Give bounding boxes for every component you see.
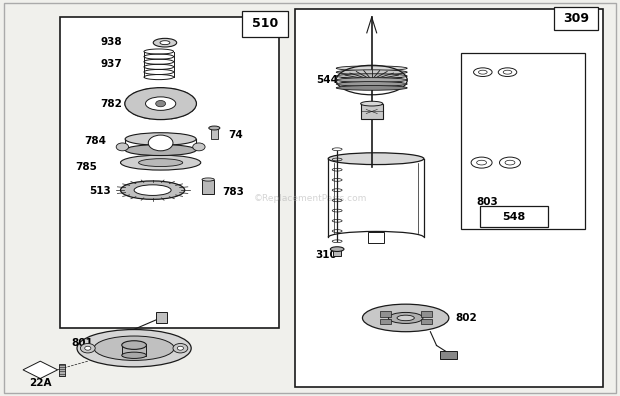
Polygon shape: [167, 112, 177, 119]
Bar: [379, 311, 391, 317]
Bar: [60, 364, 65, 376]
Polygon shape: [133, 91, 147, 97]
Ellipse shape: [202, 178, 215, 181]
Circle shape: [85, 346, 91, 350]
Circle shape: [193, 143, 205, 151]
Bar: [122, 344, 146, 356]
Polygon shape: [144, 88, 154, 95]
Ellipse shape: [336, 74, 407, 78]
Text: 937: 937: [100, 59, 122, 69]
Bar: [368, 232, 384, 243]
Polygon shape: [167, 88, 177, 95]
Polygon shape: [157, 113, 164, 120]
Text: 74: 74: [229, 130, 243, 140]
Polygon shape: [125, 102, 139, 105]
Ellipse shape: [336, 78, 407, 82]
Ellipse shape: [153, 38, 177, 47]
Bar: [211, 128, 218, 139]
Bar: [379, 319, 391, 324]
Text: 544: 544: [316, 75, 338, 85]
Text: ©ReplacementParts.com: ©ReplacementParts.com: [254, 194, 366, 202]
Ellipse shape: [336, 66, 407, 70]
Ellipse shape: [120, 181, 185, 199]
Text: 801: 801: [71, 339, 93, 348]
Text: 803: 803: [477, 197, 498, 207]
Circle shape: [156, 101, 166, 107]
Text: 310: 310: [315, 250, 337, 260]
Bar: [202, 179, 215, 194]
Circle shape: [81, 343, 95, 353]
Bar: [461, 53, 585, 229]
Ellipse shape: [138, 159, 183, 167]
Ellipse shape: [125, 145, 196, 156]
Polygon shape: [182, 102, 197, 105]
Bar: [156, 312, 167, 323]
Text: 938: 938: [100, 37, 122, 47]
Text: 782: 782: [100, 99, 122, 109]
Polygon shape: [133, 110, 147, 116]
Text: 309: 309: [563, 12, 589, 25]
Ellipse shape: [363, 304, 449, 332]
Bar: [60, 17, 279, 328]
Ellipse shape: [209, 126, 220, 130]
Bar: [440, 350, 457, 359]
Bar: [554, 7, 598, 30]
Ellipse shape: [336, 86, 407, 90]
Bar: [294, 9, 603, 387]
Ellipse shape: [146, 97, 175, 110]
Ellipse shape: [122, 352, 146, 358]
Ellipse shape: [397, 315, 414, 321]
Ellipse shape: [336, 82, 407, 86]
Bar: [361, 104, 383, 119]
Polygon shape: [23, 361, 58, 379]
Ellipse shape: [77, 329, 191, 367]
Text: 784: 784: [84, 136, 106, 146]
Circle shape: [177, 346, 184, 350]
Polygon shape: [126, 96, 141, 101]
Polygon shape: [126, 107, 141, 111]
Ellipse shape: [94, 336, 174, 360]
Text: 510: 510: [252, 17, 278, 30]
Ellipse shape: [134, 185, 171, 196]
Ellipse shape: [388, 312, 423, 324]
Polygon shape: [180, 107, 195, 111]
Ellipse shape: [361, 101, 383, 106]
Ellipse shape: [122, 341, 146, 349]
Circle shape: [148, 135, 173, 151]
Text: 22A: 22A: [29, 378, 51, 388]
Polygon shape: [180, 96, 195, 101]
Polygon shape: [144, 112, 154, 119]
Ellipse shape: [160, 41, 170, 45]
Ellipse shape: [125, 88, 197, 120]
Ellipse shape: [336, 70, 407, 74]
Circle shape: [173, 343, 188, 353]
Text: 783: 783: [223, 187, 244, 197]
Bar: [421, 319, 432, 324]
Circle shape: [116, 143, 128, 151]
Polygon shape: [174, 91, 188, 97]
Text: 513: 513: [89, 186, 111, 196]
Ellipse shape: [330, 247, 344, 251]
Bar: [242, 11, 288, 37]
Ellipse shape: [328, 153, 424, 165]
Bar: [334, 248, 341, 256]
Text: 785: 785: [75, 162, 97, 172]
Text: 802: 802: [455, 313, 477, 323]
Ellipse shape: [120, 155, 201, 170]
Polygon shape: [174, 110, 188, 116]
Bar: [480, 206, 547, 227]
Polygon shape: [157, 88, 164, 94]
Text: 548: 548: [502, 212, 525, 222]
Bar: [421, 311, 432, 317]
Ellipse shape: [125, 133, 196, 145]
